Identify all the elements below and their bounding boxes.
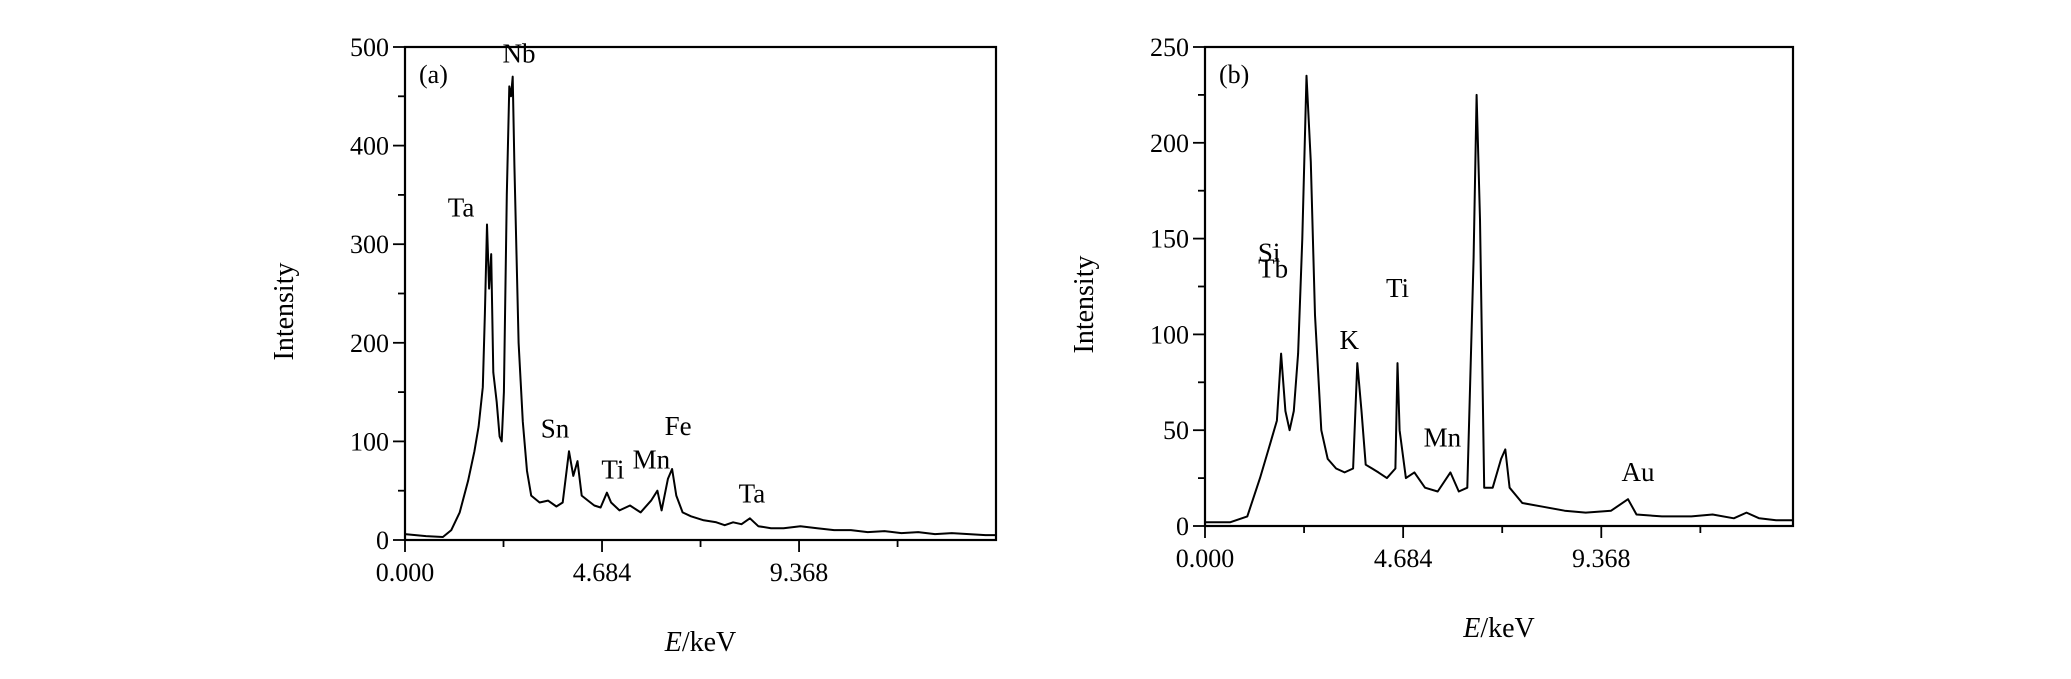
peak-label: Ta bbox=[448, 192, 475, 222]
y-tick-label: 50 bbox=[1163, 416, 1189, 445]
peak-label: Au bbox=[1622, 457, 1655, 487]
peak-label: Ta bbox=[739, 478, 766, 508]
peak-label: Ti bbox=[1386, 273, 1409, 303]
panel-b: 0501001502002500.0004.6849.368(b)AuNbSiT… bbox=[1069, 33, 1795, 644]
panel-a: 0 100 200 300 400 500 0.000 4.684 9.368 (a) Nb Ta Sn… bbox=[269, 33, 998, 658]
y-tick-label: 200 bbox=[350, 329, 389, 358]
x-axis-label: E/keV bbox=[664, 627, 737, 658]
spectrum-line bbox=[404, 75, 996, 538]
x-tick-label: 4.684 bbox=[573, 558, 632, 587]
y-tick-label: 0 bbox=[376, 526, 389, 555]
peak-label: Fe bbox=[665, 411, 692, 441]
peak-label: Ti bbox=[601, 455, 624, 485]
y-tick-label: 150 bbox=[1150, 225, 1189, 254]
peak-label: Mn bbox=[1424, 422, 1462, 452]
x-tick-label: 0.000 bbox=[1176, 544, 1235, 573]
y-tick-label: 300 bbox=[350, 230, 389, 259]
spectrum-line bbox=[1205, 74, 1793, 524]
y-tick-label: 0 bbox=[1176, 512, 1189, 541]
peak-label: Si bbox=[1258, 238, 1281, 268]
x-axis-label: E/keV bbox=[1462, 613, 1535, 644]
peak-label: Nb bbox=[503, 39, 536, 69]
peak-label: K bbox=[1340, 325, 1360, 355]
plot-frame bbox=[1203, 45, 1795, 528]
y-tick-label: 500 bbox=[350, 33, 389, 62]
x-axis-label-unit: /keV bbox=[1480, 613, 1534, 644]
y-tick-label: 100 bbox=[1150, 320, 1189, 349]
panel-label: (a) bbox=[419, 60, 448, 89]
y-axis-label: Intensity bbox=[1069, 256, 1100, 354]
y-tick-label: 400 bbox=[350, 132, 389, 161]
x-axis-label-unit: /keV bbox=[682, 627, 736, 658]
y-tick-label: 100 bbox=[350, 427, 389, 456]
peak-label: Sn bbox=[541, 413, 570, 443]
y-tick-label: 250 bbox=[1150, 33, 1189, 62]
panel-label: (b) bbox=[1219, 60, 1249, 89]
peak-label: Mn bbox=[633, 445, 671, 475]
plot-frame bbox=[403, 45, 998, 542]
y-axis-label: Intensity bbox=[269, 263, 300, 361]
x-tick-label: 0.000 bbox=[376, 558, 435, 587]
x-tick-label: 9.368 bbox=[770, 558, 829, 587]
x-tick-label: 4.684 bbox=[1374, 544, 1433, 573]
x-axis-label-symbol: E bbox=[1462, 613, 1480, 644]
x-tick-label: 9.368 bbox=[1572, 544, 1631, 573]
y-tick-label: 200 bbox=[1150, 129, 1189, 158]
x-axis-label-symbol: E bbox=[664, 627, 682, 658]
peak-label: Tb bbox=[1258, 254, 1288, 284]
